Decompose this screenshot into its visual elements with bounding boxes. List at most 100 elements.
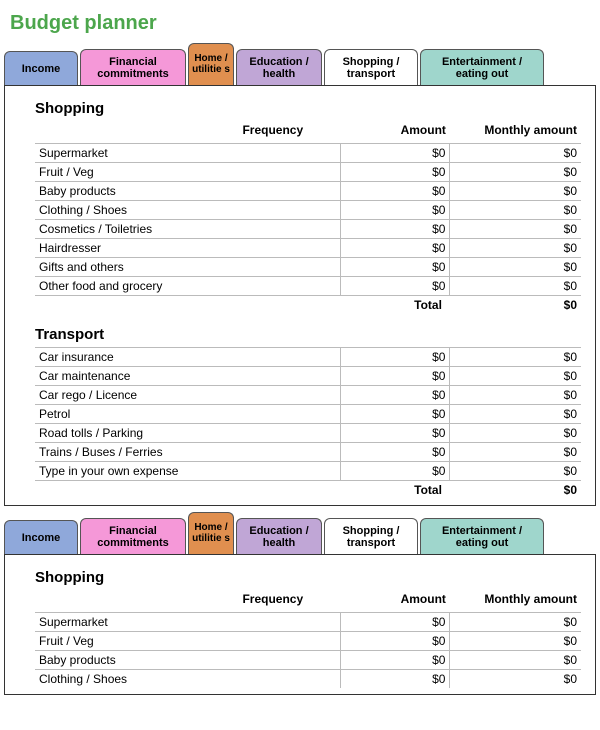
- budget-panel-top: Shopping Frequency Amount Monthly amount…: [4, 85, 596, 506]
- monthly-cell: $0: [450, 651, 581, 670]
- tab-income[interactable]: Income: [4, 520, 78, 554]
- frequency-cell[interactable]: [242, 277, 340, 296]
- tab-shopping[interactable]: Shopping / transport: [324, 518, 418, 554]
- frequency-cell[interactable]: [242, 258, 340, 277]
- amount-cell[interactable]: $0: [341, 367, 450, 386]
- table-row: Type in your own expense $0$0: [35, 462, 581, 481]
- budget-panel-bottom: Shopping Frequency Amount Monthly amount…: [4, 554, 596, 695]
- monthly-cell: $0: [450, 424, 581, 443]
- tab-home[interactable]: Home / utilitie s: [188, 512, 234, 554]
- tab-entertain[interactable]: Entertainment / eating out: [420, 518, 544, 554]
- section-title-transport: Transport: [35, 322, 581, 347]
- tab-income[interactable]: Income: [4, 51, 78, 85]
- frequency-cell[interactable]: [242, 386, 340, 405]
- row-label: Trains / Buses / Ferries: [35, 443, 242, 462]
- monthly-cell: $0: [450, 258, 581, 277]
- amount-cell[interactable]: $0: [341, 277, 450, 296]
- monthly-cell: $0: [450, 220, 581, 239]
- amount-cell[interactable]: $0: [341, 462, 450, 481]
- amount-cell[interactable]: $0: [341, 182, 450, 201]
- frequency-cell[interactable]: [242, 424, 340, 443]
- monthly-cell: $0: [450, 201, 581, 220]
- section-title-shopping: Shopping: [35, 96, 581, 121]
- amount-cell[interactable]: $0: [341, 424, 450, 443]
- frequency-cell[interactable]: [242, 182, 340, 201]
- frequency-cell[interactable]: [242, 220, 340, 239]
- frequency-cell[interactable]: [242, 405, 340, 424]
- monthly-cell: $0: [450, 632, 581, 651]
- row-label: Hairdresser: [35, 239, 242, 258]
- amount-cell[interactable]: $0: [341, 443, 450, 462]
- frequency-cell[interactable]: [242, 613, 340, 632]
- total-value: $0: [450, 296, 581, 315]
- table-row: Fruit / Veg$0$0: [35, 163, 581, 182]
- row-label: Type in your own expense: [35, 462, 242, 481]
- amount-cell[interactable]: $0: [341, 348, 450, 367]
- amount-cell[interactable]: $0: [341, 632, 450, 651]
- row-label: Supermarket: [35, 613, 242, 632]
- frequency-cell[interactable]: [242, 632, 340, 651]
- table-row: Clothing / Shoes $0$0: [35, 201, 581, 220]
- amount-cell[interactable]: $0: [341, 613, 450, 632]
- row-label: Baby products: [35, 651, 242, 670]
- tab-home[interactable]: Home / utilitie s: [188, 43, 234, 85]
- frequency-cell[interactable]: [242, 651, 340, 670]
- row-label: Clothing / Shoes: [35, 670, 242, 689]
- row-label: Petrol: [35, 405, 242, 424]
- table-row: Trains / Buses / Ferries$0$0: [35, 443, 581, 462]
- amount-cell[interactable]: $0: [341, 201, 450, 220]
- row-label: Car rego / Licence: [35, 386, 242, 405]
- frequency-cell[interactable]: [242, 443, 340, 462]
- amount-cell[interactable]: $0: [341, 239, 450, 258]
- frequency-cell[interactable]: [242, 348, 340, 367]
- table-row: Supermarket$0$0: [35, 613, 581, 632]
- monthly-cell: $0: [450, 670, 581, 689]
- amount-cell[interactable]: $0: [341, 258, 450, 277]
- col-monthly: Monthly amount: [450, 121, 581, 144]
- frequency-cell[interactable]: [242, 670, 340, 689]
- tabs-top: IncomeFinancial commitmentsHome / utilit…: [0, 43, 600, 85]
- frequency-cell[interactable]: [242, 144, 340, 163]
- frequency-cell[interactable]: [242, 163, 340, 182]
- table-row: Gifts and others $0$0: [35, 258, 581, 277]
- frequency-cell[interactable]: [242, 201, 340, 220]
- table-row: Supermarket$0$0: [35, 144, 581, 163]
- frequency-cell[interactable]: [242, 462, 340, 481]
- table-row: Other food and grocery$0$0: [35, 277, 581, 296]
- frequency-cell[interactable]: [242, 367, 340, 386]
- amount-cell[interactable]: $0: [341, 670, 450, 689]
- table-row: Clothing / Shoes $0$0: [35, 670, 581, 689]
- table-row: Car rego / Licence$0$0: [35, 386, 581, 405]
- tab-financial[interactable]: Financial commitments: [80, 49, 186, 85]
- row-label: Fruit / Veg: [35, 163, 242, 182]
- amount-cell[interactable]: $0: [341, 163, 450, 182]
- tab-entertain[interactable]: Entertainment / eating out: [420, 49, 544, 85]
- page-title: Budget planner: [0, 0, 600, 43]
- tab-financial[interactable]: Financial commitments: [80, 518, 186, 554]
- row-label: Gifts and others: [35, 258, 242, 277]
- amount-cell[interactable]: $0: [341, 144, 450, 163]
- row-label: Clothing / Shoes: [35, 201, 242, 220]
- table-row: Baby products$0$0: [35, 182, 581, 201]
- tab-education[interactable]: Education / health: [236, 518, 322, 554]
- amount-cell[interactable]: $0: [341, 651, 450, 670]
- row-label: Cosmetics / Toiletries: [35, 220, 242, 239]
- col-amount: Amount: [341, 121, 450, 144]
- tab-shopping[interactable]: Shopping / transport: [324, 49, 418, 85]
- amount-cell[interactable]: $0: [341, 386, 450, 405]
- frequency-cell[interactable]: [242, 239, 340, 258]
- row-label: Other food and grocery: [35, 277, 242, 296]
- monthly-cell: $0: [450, 367, 581, 386]
- table-row: Petrol$0$0: [35, 405, 581, 424]
- monthly-cell: $0: [450, 348, 581, 367]
- section-title-shopping-2: Shopping: [35, 565, 581, 590]
- table-row: Car maintenance $0$0: [35, 367, 581, 386]
- table-row: Car insurance$0$0: [35, 348, 581, 367]
- amount-cell[interactable]: $0: [341, 220, 450, 239]
- tab-education[interactable]: Education / health: [236, 49, 322, 85]
- monthly-cell: $0: [450, 462, 581, 481]
- col-frequency-2: Frequency: [242, 590, 340, 613]
- amount-cell[interactable]: $0: [341, 405, 450, 424]
- row-label: Car maintenance: [35, 367, 242, 386]
- total-label: Total: [35, 296, 450, 315]
